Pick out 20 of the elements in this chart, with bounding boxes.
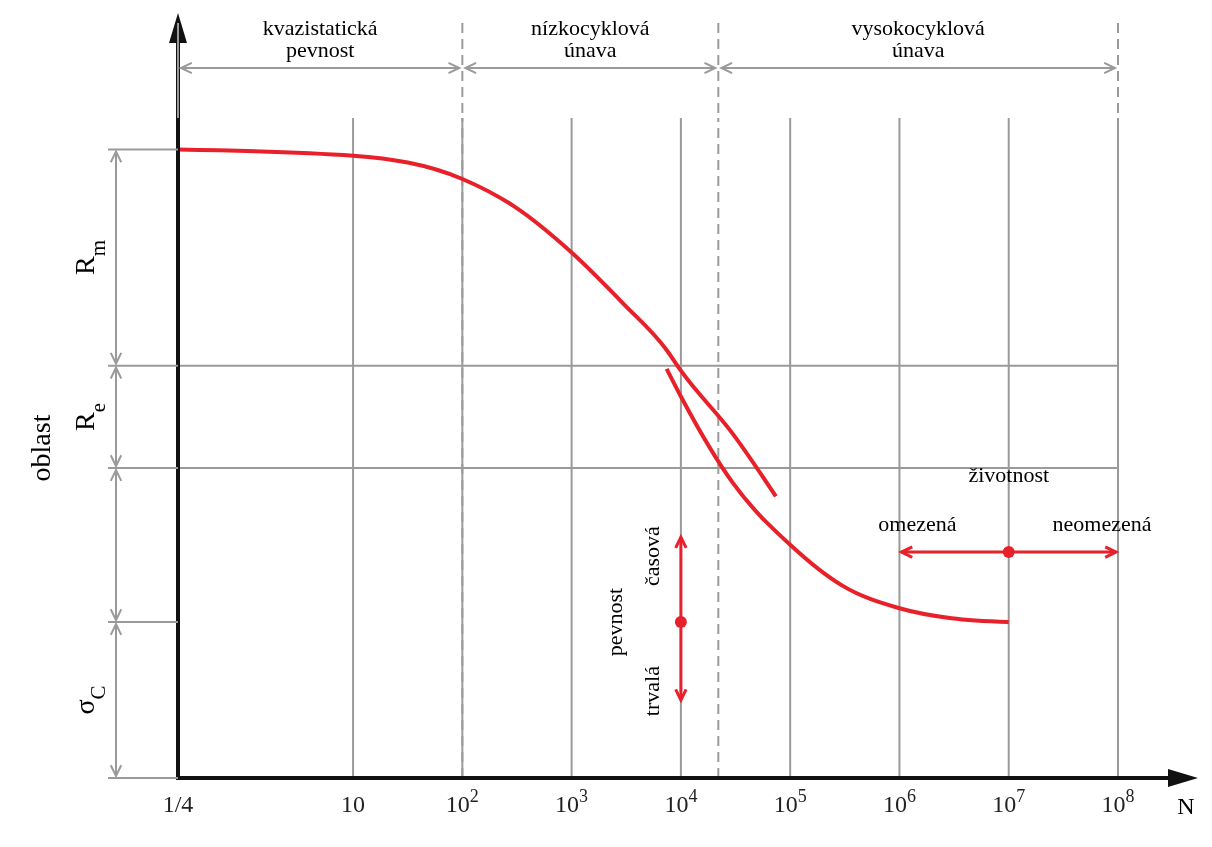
x-tick-label: 10$^{7}$ — [992, 786, 1026, 817]
annotation: časová — [638, 525, 664, 587]
text: vysokocyklová únava — [851, 15, 985, 63]
x-tick-label: 10$^{2}$ — [445, 786, 479, 817]
x-tick-label: 10$^{4}$ — [664, 786, 698, 817]
x-tick-label: 10$^{5}$ — [773, 786, 807, 817]
x-tick-label: 10 — [341, 791, 366, 817]
x-tick-label: 1/4 — [162, 791, 194, 817]
x-tick-label: 10$^{6}$ — [882, 786, 916, 817]
annotation: životnost — [968, 462, 1050, 488]
x-axis-title: N — [1177, 793, 1195, 819]
annotation: trvalá — [638, 665, 664, 717]
annotation: pevnost — [601, 587, 627, 657]
annotation: omezená — [878, 511, 957, 537]
text: nízkocyklová únava — [531, 15, 650, 63]
annotation: neomezená — [1052, 511, 1152, 537]
x-tick-label: 10$^{8}$ — [1101, 786, 1135, 817]
x-tick-label: 10$^{3}$ — [555, 786, 589, 817]
text: kvazistatická pevnost — [262, 15, 378, 63]
y-axis-title: oblast — [25, 414, 56, 482]
